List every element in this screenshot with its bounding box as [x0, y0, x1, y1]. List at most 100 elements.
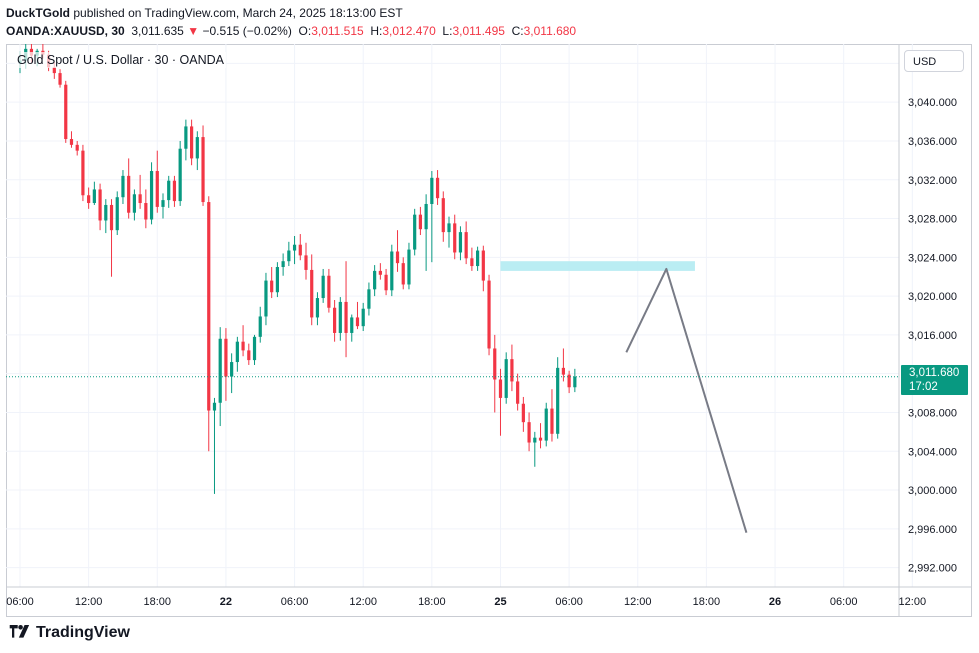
candle-body	[413, 214, 417, 250]
candle-body	[430, 177, 434, 204]
candle-body	[550, 408, 554, 434]
candle-body	[149, 171, 154, 220]
projection-line	[625, 267, 748, 533]
candle-body	[190, 126, 194, 159]
candle-body	[481, 250, 485, 281]
candle-body	[424, 203, 428, 230]
candle-body	[361, 308, 365, 327]
x-tick-label: 25	[494, 596, 506, 608]
candle-body	[172, 180, 177, 202]
candle-body	[155, 171, 159, 207]
open-value: 3,011.515	[311, 24, 364, 38]
candle-body	[395, 251, 400, 264]
candle-body	[516, 381, 520, 404]
candle-body	[252, 336, 257, 361]
candle-body	[373, 270, 377, 290]
candle-body	[275, 267, 279, 293]
candle-body	[367, 289, 371, 309]
candle-body	[241, 341, 245, 351]
chart-frame	[6, 44, 972, 617]
low-label: L:	[442, 24, 453, 38]
published-text: published on TradingView.com, March 24, …	[73, 6, 403, 20]
low-value: 3,011.495	[452, 24, 505, 38]
candle-body	[281, 261, 285, 268]
candle-body	[270, 280, 274, 293]
chart-title: Gold Spot / U.S. Dollar · 30 · OANDA	[15, 52, 227, 68]
x-tick-label: 06:00	[555, 596, 583, 608]
price-chart[interactable]: 3,044.0003,040.0003,036.0003,032.0003,02…	[6, 44, 972, 617]
x-tick-label: 06:00	[830, 596, 858, 608]
ohlc-line: OANDA:XAUUSD, 30 3,011.635 ▼ −0.515 (−0.…	[6, 22, 576, 40]
close-value: 3,011.680	[523, 24, 577, 38]
candle-body	[333, 307, 337, 333]
x-tick-label: 18:00	[693, 596, 721, 608]
candle-body	[75, 144, 79, 151]
candle-body	[310, 269, 314, 318]
candle-body	[458, 232, 463, 253]
open-label: O:	[298, 24, 312, 38]
resistance-zone	[500, 261, 695, 271]
bar-countdown: 17:02	[909, 381, 938, 393]
candle-body	[418, 214, 422, 230]
candle-body	[453, 223, 457, 253]
candle-body	[258, 316, 262, 337]
candle-body	[521, 403, 525, 423]
down-arrow-icon: ▼	[187, 24, 200, 38]
candle-body	[138, 194, 142, 204]
high-label: H:	[370, 24, 383, 38]
price-change: −0.515 (−0.02%)	[202, 24, 292, 38]
candle-body	[390, 251, 394, 291]
candle-body	[287, 250, 291, 262]
candle-body	[527, 422, 531, 443]
footer-brand[interactable]: TradingView	[8, 624, 130, 642]
candle-body	[81, 150, 85, 196]
candle-body	[161, 200, 165, 207]
candle-body	[504, 359, 508, 398]
y-tick-label: 3,036.000	[908, 136, 957, 148]
candle-body	[247, 350, 251, 361]
candle-body	[184, 126, 188, 149]
candle-body	[230, 362, 234, 377]
candle-body	[510, 359, 514, 382]
candle-body	[321, 275, 325, 299]
y-tick-label: 3,000.000	[908, 485, 957, 497]
price-axis[interactable]: 3,044.0003,040.0003,036.0003,032.0003,02…	[898, 44, 957, 617]
time-axis[interactable]: 06:00 12:00 18:00 22 06:00 12:00 18:00 25 06:00 1…	[6, 586, 972, 608]
candle-body	[132, 194, 136, 213]
y-tick-label: 3,004.000	[908, 446, 957, 458]
x-tick-label: 06:00	[6, 596, 34, 608]
projection-layer	[625, 267, 748, 533]
candle-body	[178, 148, 182, 202]
x-tick-label: 12:00	[624, 596, 652, 608]
candle-body	[498, 379, 503, 398]
candle-body	[493, 348, 497, 380]
candle-body	[167, 180, 171, 201]
y-tick-label: 3,028.000	[908, 214, 957, 226]
candle-body	[292, 244, 297, 251]
publisher-name[interactable]: DuckTGold	[6, 6, 71, 20]
candle-body	[115, 197, 119, 231]
candle-body	[447, 223, 451, 233]
y-tick-label: 3,020.000	[908, 291, 957, 303]
y-tick-label: 2,992.000	[908, 563, 957, 575]
candle-body	[201, 137, 205, 203]
candle-body	[470, 258, 474, 267]
candle-body	[378, 270, 382, 275]
candle-body	[567, 374, 571, 388]
candle-body	[355, 317, 360, 327]
candle-body	[464, 232, 468, 259]
candle-body	[573, 376, 577, 388]
x-tick-label: 22	[220, 596, 232, 608]
x-tick-label: 06:00	[281, 596, 309, 608]
candle-body	[407, 249, 411, 285]
candle-body	[64, 84, 68, 140]
candle-body	[92, 189, 96, 204]
candle-body	[87, 195, 91, 204]
last-price: 3,011.635	[131, 24, 184, 38]
y-tick-label: 2,996.000	[908, 524, 957, 536]
currency-button[interactable]: USD	[904, 50, 964, 72]
candle-body	[315, 298, 320, 318]
y-tick-label: 3,024.000	[908, 252, 957, 264]
candle-body	[476, 250, 480, 267]
symbol-label: OANDA:XAUUSD, 30	[6, 24, 125, 38]
